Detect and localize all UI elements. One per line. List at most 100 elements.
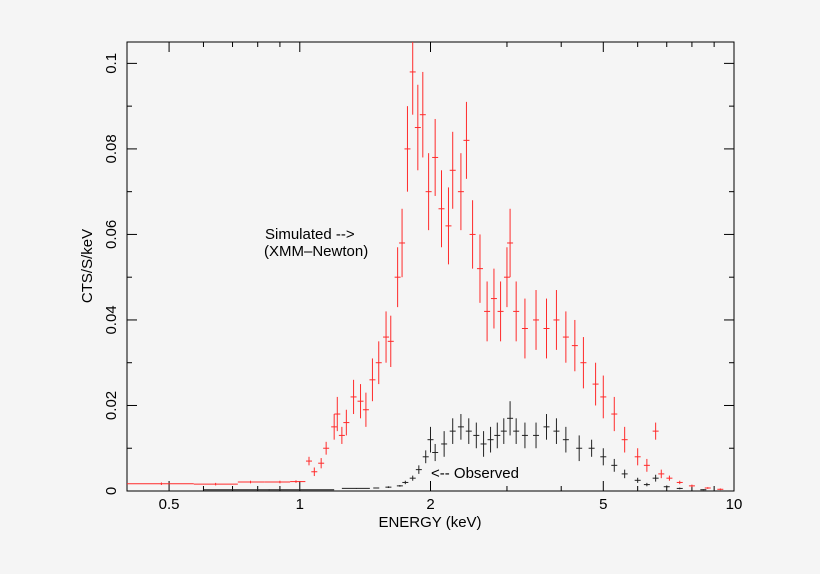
data-point (717, 488, 724, 491)
data-point (331, 414, 338, 440)
series-1 (203, 401, 707, 491)
data-point (441, 431, 448, 457)
data-point (513, 418, 520, 444)
data-point (341, 487, 370, 489)
data-point (369, 358, 376, 402)
plot-frame (126, 41, 735, 492)
data-point (571, 319, 578, 372)
y-tick-label: 0.1 (103, 53, 120, 74)
data-point (473, 422, 480, 449)
x-axis-label: ENERGY (keV) (378, 514, 481, 531)
data-point (343, 409, 350, 436)
data-point (503, 247, 510, 308)
data-point (676, 487, 683, 490)
data-point (484, 281, 491, 342)
data-point (663, 485, 670, 489)
data-point (562, 311, 569, 363)
data-point (432, 443, 439, 462)
data-point (543, 298, 550, 359)
y-tick-label: 0 (103, 487, 120, 495)
data-point (497, 281, 504, 342)
y-tick-label: 0.08 (103, 134, 120, 163)
x-tick-label: 1 (296, 496, 304, 513)
data-point (580, 337, 587, 389)
data-point (457, 414, 464, 440)
data-point (399, 208, 406, 278)
y-axis-label: CTS/S/keV (79, 229, 96, 303)
data-point (592, 362, 599, 406)
data-point (394, 247, 401, 308)
data-point (553, 418, 560, 444)
data-point (634, 448, 641, 466)
data-point (350, 379, 357, 415)
data-point (588, 439, 595, 457)
data-point (621, 426, 628, 453)
data-point (375, 341, 382, 385)
data-point (193, 482, 238, 486)
data-point (543, 414, 550, 440)
x-tick-label: 2 (426, 496, 434, 513)
data-point (494, 422, 501, 449)
data-point (457, 153, 464, 231)
data-point (419, 71, 426, 158)
data-point (203, 489, 335, 491)
data-point (463, 101, 470, 179)
annotation-observed: <-- Observed (431, 465, 519, 482)
data-point (427, 426, 434, 453)
data-point (487, 426, 494, 453)
data-point (305, 456, 312, 466)
data-point (357, 384, 364, 419)
data-point (469, 200, 476, 269)
y-tick-label: 0.04 (103, 305, 120, 334)
data-point (600, 448, 607, 466)
data-point (643, 482, 650, 487)
data-point (338, 426, 345, 444)
y-tick-label: 0.06 (103, 220, 120, 249)
data-point (465, 418, 472, 444)
data-point (700, 489, 707, 491)
data-point (611, 396, 618, 432)
data-point (237, 480, 265, 484)
data-point (402, 480, 409, 485)
x-tick-label: 0.5 (159, 496, 180, 513)
data-point (334, 396, 341, 432)
data-point (362, 392, 369, 427)
data-point (688, 484, 695, 488)
y-tick-label: 0.02 (103, 391, 120, 420)
data-point (385, 486, 392, 489)
data-point (311, 467, 318, 477)
data-point (476, 234, 483, 303)
data-point (533, 422, 540, 449)
data-point (643, 458, 650, 472)
data-point (409, 475, 416, 481)
data-point (634, 477, 641, 483)
data-point (507, 208, 514, 278)
data-point (676, 480, 683, 485)
data-point (562, 426, 569, 453)
data-point (652, 422, 659, 440)
data-point (500, 418, 507, 444)
data-point (652, 474, 659, 482)
data-point (507, 401, 514, 436)
data-point (438, 170, 445, 248)
data-point (414, 84, 421, 171)
annotation-xmm-newton: (XMM–Newton) (264, 243, 368, 260)
data-point (425, 153, 432, 231)
data-point (704, 487, 711, 489)
data-point (513, 281, 520, 342)
data-point (409, 42, 416, 115)
data-point (290, 480, 306, 483)
data-point (658, 469, 665, 479)
data-point (264, 480, 291, 484)
data-point (396, 485, 403, 487)
data-point (373, 487, 380, 489)
data-point (521, 298, 528, 359)
data-point (404, 106, 411, 192)
data-point (387, 315, 394, 367)
data-point (521, 422, 528, 449)
data-point (600, 375, 607, 419)
data-point (383, 311, 390, 363)
data-point (576, 435, 583, 462)
data-point (666, 475, 673, 481)
